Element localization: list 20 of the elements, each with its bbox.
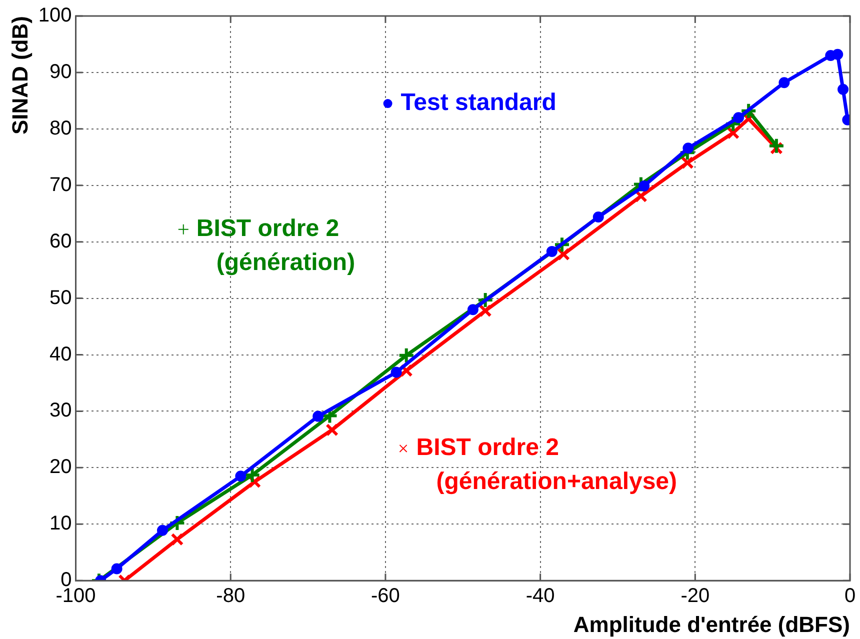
x-tick-label: -60 [371, 585, 400, 608]
y-tick-label: 60 [50, 230, 72, 252]
legend-label: BIST ordre 2 (génération+analyse) [416, 434, 678, 496]
x-tick-label: -20 [680, 585, 710, 608]
y-tick-label: 70 [50, 174, 72, 196]
x-tick-label: -80 [216, 585, 246, 608]
y-axis-title: SINAD (dB) [7, 16, 32, 135]
y-tick-label: 30 [50, 400, 72, 422]
x-axis-title: Amplitude d'entrée (dBFS) [573, 612, 850, 637]
y-tick-label: 100 [38, 4, 72, 27]
x-tick-label: 0 [844, 585, 856, 608]
legend-label: Test standard [400, 89, 556, 116]
x-tick-label: -40 [526, 585, 555, 608]
y-tick-label: 10 [50, 512, 72, 535]
y-tick-label: 20 [50, 456, 72, 478]
y-tick-label: 80 [50, 117, 72, 140]
legend-label: BIST ordre 2 (génération) [196, 215, 356, 276]
y-tick-label: 90 [50, 60, 72, 83]
y-tick-label: 50 [50, 286, 72, 309]
y-tick-label: 40 [50, 343, 72, 366]
